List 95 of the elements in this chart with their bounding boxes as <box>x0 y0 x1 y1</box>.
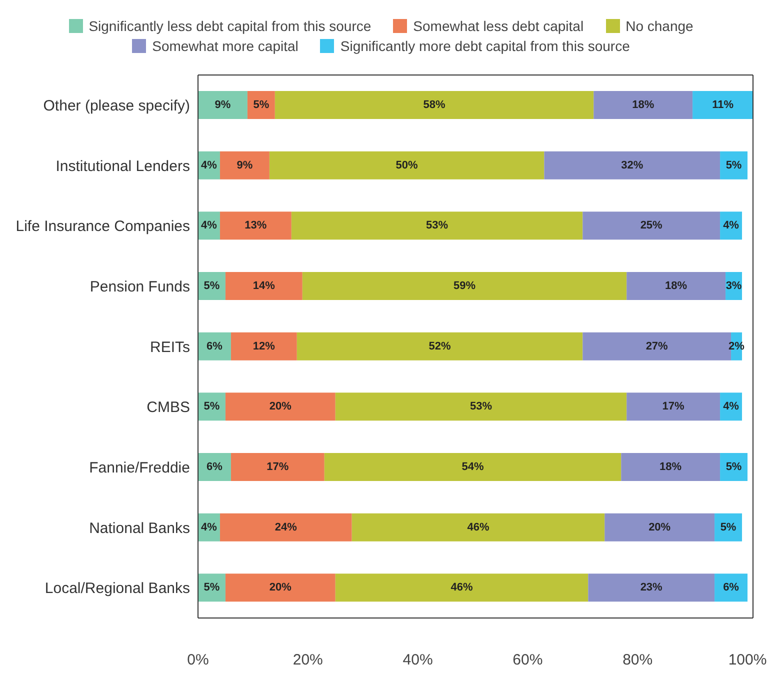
data-label: 17% <box>266 461 289 473</box>
bar <box>296 332 583 360</box>
legend-label: Somewhat more capital <box>151 38 298 54</box>
data-label: 6% <box>206 461 223 473</box>
data-label: 27% <box>646 340 668 352</box>
bar <box>335 392 627 421</box>
data-label: 59% <box>453 280 476 292</box>
data-label: 46% <box>467 521 490 534</box>
data-label: 4% <box>201 159 218 172</box>
data-label: 5% <box>204 582 220 594</box>
data-label: 53% <box>470 400 492 413</box>
data-label: 4% <box>201 521 218 534</box>
data-label: 24% <box>274 521 298 534</box>
x-tick-label: 100% <box>728 652 767 669</box>
y-tick-label: REITs <box>150 338 190 356</box>
bar <box>626 392 720 421</box>
y-tick-label: Pension Funds <box>90 278 190 296</box>
legend-label: Somewhat less debt capital <box>412 18 584 34</box>
bar <box>692 91 753 119</box>
bar <box>198 91 248 119</box>
bar <box>544 151 720 180</box>
x-tick-label: 60% <box>512 652 543 669</box>
data-label: 54% <box>462 461 484 473</box>
x-tick-label: 80% <box>622 652 653 669</box>
data-label: 5% <box>726 461 742 473</box>
data-label: 5% <box>720 521 736 534</box>
data-label: 9% <box>214 99 231 111</box>
legend-label: Significantly more debt capital from this source <box>339 38 630 54</box>
y-tick-label: National Banks <box>89 520 190 537</box>
data-label: 4% <box>201 220 218 232</box>
bar <box>274 91 594 119</box>
y-tick-label: Fannie/Freddie <box>89 459 190 476</box>
y-tick-label: Life Insurance Companies <box>16 218 190 236</box>
bar <box>720 151 748 180</box>
data-label: 53% <box>426 220 448 232</box>
data-label: 52% <box>428 340 451 352</box>
y-tick-label: CMBS <box>146 399 190 416</box>
data-label: 5% <box>204 400 220 413</box>
data-label: 18% <box>632 99 654 111</box>
data-label: 5% <box>726 159 742 172</box>
bar <box>302 272 627 300</box>
bar <box>225 392 336 421</box>
bar <box>225 574 336 602</box>
data-label: 4% <box>723 400 740 413</box>
x-tick-label: 20% <box>292 652 323 669</box>
data-label: 32% <box>621 159 644 172</box>
bar <box>714 574 748 602</box>
bar <box>604 513 715 542</box>
data-label: 3% <box>726 280 742 292</box>
data-label: 6% <box>206 340 223 352</box>
data-label: 18% <box>665 280 688 292</box>
data-label: 12% <box>252 340 276 352</box>
x-tick-label: 0% <box>187 652 209 669</box>
bar <box>714 513 742 542</box>
bar <box>621 453 720 481</box>
data-label: 50% <box>396 159 418 172</box>
data-label: 18% <box>660 461 682 473</box>
data-label: 5% <box>253 99 270 111</box>
data-label: 11% <box>712 99 734 111</box>
legend-label: No change <box>624 18 694 34</box>
bar <box>220 513 352 542</box>
data-label: 5% <box>204 280 220 292</box>
bar <box>220 212 292 240</box>
bar <box>220 151 270 180</box>
data-label: 9% <box>236 159 253 172</box>
x-tick-label: 40% <box>402 652 433 669</box>
bar <box>582 212 720 240</box>
data-label: 20% <box>269 400 292 413</box>
data-label: 23% <box>640 582 663 594</box>
data-label: 13% <box>244 220 267 232</box>
data-label: 25% <box>640 220 663 232</box>
bar <box>626 272 726 300</box>
legend-label: Significantly less debt capital from this source <box>88 18 372 34</box>
y-tick-label: Institutional Lenders <box>56 158 190 175</box>
bar <box>335 574 588 602</box>
y-tick-label: Other (please specify) <box>43 97 190 114</box>
bar <box>588 574 715 602</box>
data-label: 58% <box>423 99 446 111</box>
y-tick-label: Local/Regional Banks <box>44 580 190 598</box>
bar <box>230 453 324 481</box>
bar <box>594 91 693 119</box>
data-label: 17% <box>662 400 685 413</box>
bar <box>291 212 583 240</box>
data-label: 20% <box>269 582 292 594</box>
data-label: 20% <box>648 521 671 534</box>
bar <box>720 453 748 481</box>
bar <box>324 453 622 481</box>
bar <box>230 332 297 360</box>
data-label: 14% <box>252 280 276 292</box>
data-label: 4% <box>723 220 740 232</box>
data-label: 6% <box>723 582 740 594</box>
data-label: 46% <box>450 582 473 594</box>
bar <box>269 151 544 180</box>
bar <box>225 272 302 300</box>
bar <box>352 513 605 542</box>
